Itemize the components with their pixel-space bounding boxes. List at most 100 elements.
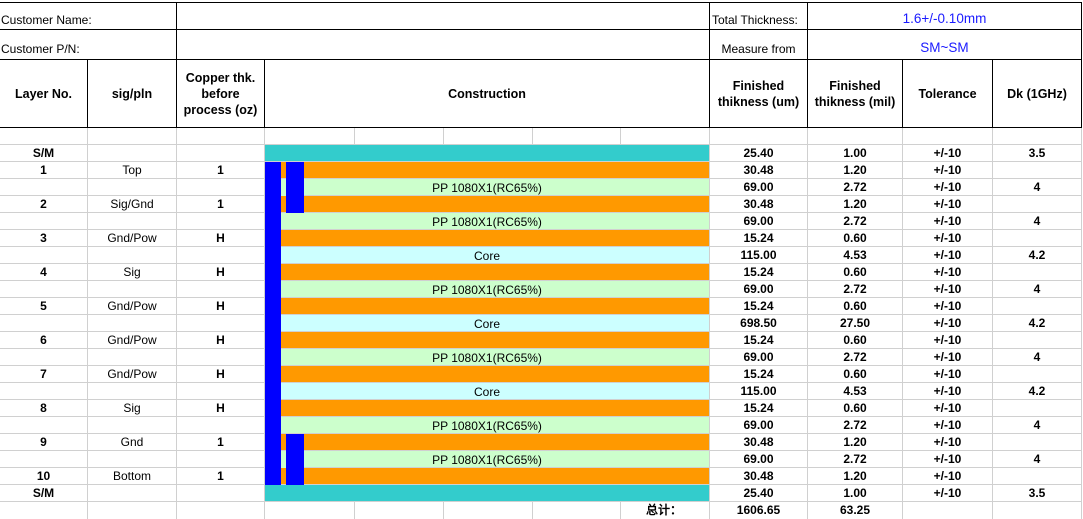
- grid-col-line: [443, 501, 444, 519]
- construction-label: Core: [474, 317, 500, 331]
- info-divider: [0, 29, 1082, 30]
- sig-pln-cell: [88, 213, 176, 230]
- grid-col-line: [1081, 128, 1082, 519]
- stackup-layer-pp: PP 1080X1(RC65%): [281, 417, 709, 434]
- finished-mil-cell: 0.60: [808, 298, 902, 315]
- copper-oz-cell: H: [177, 230, 264, 247]
- header-layer-no: Layer No.: [0, 60, 87, 127]
- stackup-layer-core: Core: [281, 315, 709, 332]
- measure-from-label: Measure from: [710, 41, 807, 58]
- tolerance-cell: +/-10: [903, 451, 992, 468]
- construction-label: Core: [474, 249, 500, 263]
- dk-cell: 4: [993, 349, 1081, 366]
- dk-cell: [993, 468, 1081, 485]
- dk-cell: 4.2: [993, 247, 1081, 264]
- finished-um-cell: 30.48: [710, 468, 807, 485]
- tolerance-cell: +/-10: [903, 298, 992, 315]
- stackup-layer-cu: [281, 468, 709, 485]
- grid-row-line: [0, 501, 1082, 502]
- dk-cell: 4: [993, 179, 1081, 196]
- dk-cell: 3.5: [993, 485, 1081, 502]
- stackup-layer-pp: PP 1080X1(RC65%): [281, 451, 709, 468]
- layer-no-cell: 9: [0, 434, 87, 451]
- layer-no-cell: S/M: [0, 145, 87, 162]
- tolerance-cell: +/-10: [903, 366, 992, 383]
- info-vline-1: [176, 2, 177, 59]
- sig-pln-cell: [88, 179, 176, 196]
- right-border: [1081, 2, 1082, 127]
- dk-cell: [993, 400, 1081, 417]
- finished-mil-cell: 1.20: [808, 468, 902, 485]
- layer-no-cell: [0, 281, 87, 298]
- finished-um-cell: 15.24: [710, 400, 807, 417]
- stackup-layer-cu: [281, 230, 709, 247]
- tolerance-cell: +/-10: [903, 145, 992, 162]
- copper-oz-cell: H: [177, 366, 264, 383]
- grid-col-line: [354, 501, 355, 519]
- finished-mil-cell: 0.60: [808, 400, 902, 417]
- stackup-layer-core: Core: [281, 247, 709, 264]
- layer-no-cell: [0, 451, 87, 468]
- copper-oz-cell: 1: [177, 434, 264, 451]
- copper-oz-cell: [177, 213, 264, 230]
- finished-um-cell: 30.48: [710, 434, 807, 451]
- sig-pln-cell: Sig: [88, 264, 176, 281]
- customer-name-label: Customer Name:: [1, 12, 92, 29]
- construction-label: PP 1080X1(RC65%): [432, 351, 542, 365]
- tolerance-cell: +/-10: [903, 485, 992, 502]
- copper-oz-cell: [177, 417, 264, 434]
- sig-pln-cell: Bottom: [88, 468, 176, 485]
- total-um: 1606.65: [710, 502, 807, 519]
- copper-oz-cell: 1: [177, 196, 264, 213]
- finished-um-cell: 69.00: [710, 349, 807, 366]
- measure-from-value: SM~SM: [808, 39, 1081, 56]
- layer-no-cell: 1: [0, 162, 87, 179]
- finished-um-cell: 69.00: [710, 179, 807, 196]
- dk-cell: [993, 434, 1081, 451]
- dk-cell: [993, 264, 1081, 281]
- total-mil: 63.25: [808, 502, 902, 519]
- grid-col-line: [620, 501, 621, 519]
- tolerance-cell: +/-10: [903, 315, 992, 332]
- layer-no-cell: 6: [0, 332, 87, 349]
- finished-um-cell: 25.40: [710, 145, 807, 162]
- construction-label: PP 1080X1(RC65%): [432, 215, 542, 229]
- finished-um-cell: 698.50: [710, 315, 807, 332]
- header-finished-mil: Finished thikness (mil): [808, 60, 902, 127]
- layer-no-cell: [0, 315, 87, 332]
- grid-col-line: [532, 128, 533, 145]
- sig-pln-cell: Sig: [88, 400, 176, 417]
- dk-cell: 4: [993, 281, 1081, 298]
- top-border: [0, 2, 1082, 3]
- sig-pln-cell: Gnd: [88, 434, 176, 451]
- sig-pln-cell: [88, 383, 176, 400]
- tolerance-cell: +/-10: [903, 247, 992, 264]
- finished-um-cell: 15.24: [710, 230, 807, 247]
- finished-um-cell: 69.00: [710, 281, 807, 298]
- header-construction: Construction: [265, 60, 709, 127]
- tolerance-cell: +/-10: [903, 230, 992, 247]
- tolerance-cell: +/-10: [903, 264, 992, 281]
- grid-col-line: [354, 128, 355, 145]
- finished-mil-cell: 1.20: [808, 162, 902, 179]
- dk-cell: [993, 196, 1081, 213]
- header-copper-thk: Copper thk. before process (oz): [177, 60, 264, 127]
- construction-label: Core: [474, 385, 500, 399]
- layer-no-cell: 10: [0, 468, 87, 485]
- layer-no-cell: 2: [0, 196, 87, 213]
- through-hole-via: [265, 162, 281, 485]
- header-bottom-border: [0, 127, 1082, 128]
- finished-um-cell: 30.48: [710, 162, 807, 179]
- construction-label: PP 1080X1(RC65%): [432, 419, 542, 433]
- layer-no-cell: [0, 247, 87, 264]
- copper-oz-cell: [177, 145, 264, 162]
- finished-mil-cell: 1.20: [808, 434, 902, 451]
- copper-oz-cell: [177, 247, 264, 264]
- tolerance-cell: +/-10: [903, 383, 992, 400]
- finished-mil-cell: 27.50: [808, 315, 902, 332]
- stackup-layer-sm: [265, 145, 709, 162]
- finished-um-cell: 15.24: [710, 332, 807, 349]
- copper-oz-cell: 1: [177, 468, 264, 485]
- bottom-blind-via: [286, 434, 304, 485]
- layer-no-cell: [0, 213, 87, 230]
